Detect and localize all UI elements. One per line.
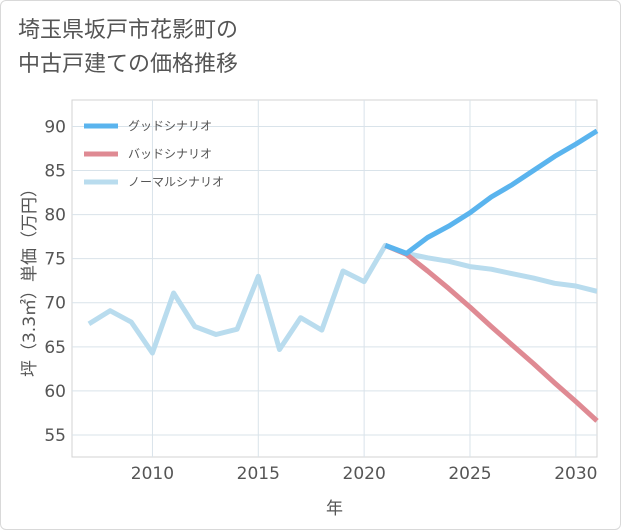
- y-tick-label: 75: [44, 250, 66, 270]
- chart-title-line1: 埼玉県坂戸市花影町の: [18, 18, 239, 43]
- legend-label-good: グッドシナリオ: [128, 119, 212, 133]
- grid: [71, 99, 598, 458]
- series-layer: [87, 128, 599, 423]
- x-tick-label: 2010: [131, 464, 174, 484]
- plot-area: [71, 99, 598, 458]
- legend-label-normal: ノーマルシナリオ: [128, 175, 224, 189]
- y-tick-label: 55: [44, 426, 66, 446]
- x-axis-title: 年: [326, 499, 343, 519]
- chart-title: 埼玉県坂戸市花影町の 中古戸建ての価格推移: [18, 14, 238, 82]
- y-tick-label: 60: [44, 382, 66, 402]
- y-tick-label: 90: [44, 117, 66, 137]
- y-axis-title: 坪（3.3㎡）単価（万円）: [20, 180, 40, 377]
- legend-label-bad: バッドシナリオ: [128, 147, 212, 161]
- series-line-good: [384, 128, 599, 256]
- x-tick-label: 2020: [343, 464, 386, 484]
- ticks: 55 60 65 70 75 80 85 90 2010 2015 2020 2025 2030: [44, 117, 597, 484]
- x-tick-label: 2025: [448, 464, 491, 484]
- x-tick-label: 2015: [237, 464, 280, 484]
- y-tick-label: 70: [44, 294, 66, 314]
- chart-title-line2: 中古戸建ての価格推移: [18, 52, 239, 77]
- x-tick-label: 2030: [554, 464, 597, 484]
- y-tick-label: 85: [44, 162, 66, 182]
- series-line-normal: [87, 242, 598, 356]
- y-tick-label: 80: [44, 206, 66, 226]
- y-tick-label: 65: [44, 338, 66, 358]
- series-line-bad: [384, 243, 599, 423]
